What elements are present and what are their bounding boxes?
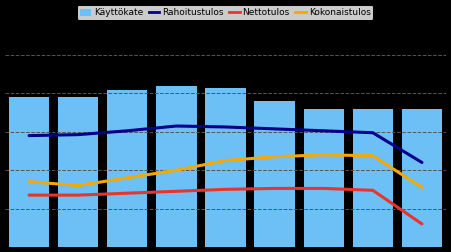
Bar: [107, 89, 147, 247]
Bar: [9, 97, 49, 247]
Bar: [304, 109, 344, 247]
Bar: [205, 88, 246, 247]
Bar: [353, 109, 393, 247]
Legend: Käyttökate, Rahoitustulos, Nettotulos, Kokonaistulos: Käyttökate, Rahoitustulos, Nettotulos, K…: [78, 6, 373, 20]
Bar: [254, 101, 295, 247]
Bar: [402, 109, 442, 247]
Bar: [156, 86, 197, 247]
Bar: [58, 97, 98, 247]
